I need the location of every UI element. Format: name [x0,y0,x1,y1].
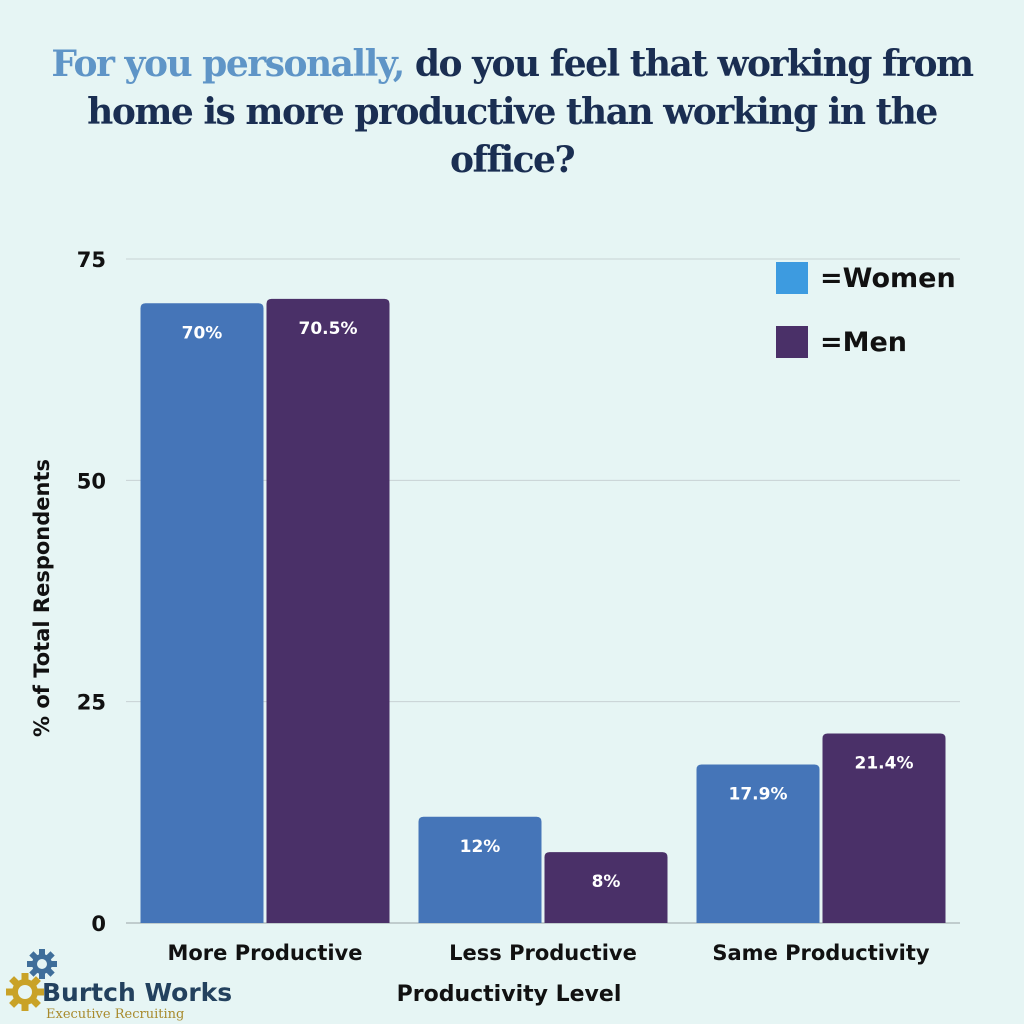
bar-men [544,852,668,923]
bar-women [140,303,264,923]
data-label: 21.4% [855,754,914,774]
logo-tagline: Executive Recruiting [46,1007,185,1022]
bar-men [266,298,390,924]
data-label: 12% [460,837,501,857]
gear-icon [6,949,57,1011]
y-tick-label: 50 [77,469,106,493]
legend-swatch-women [776,262,808,294]
legend-label-men: =Men [820,326,908,358]
x-tick-label: Same Productivity [712,941,929,965]
bar-men [822,733,946,923]
x-axis-title: Productivity Level [396,982,622,1007]
legend-swatch-men [776,326,808,358]
legend-item-women: =Women [776,262,956,294]
data-label: 17.9% [729,785,788,805]
bar-women [696,764,820,923]
y-axis-title: % of Total Respondents [30,459,54,737]
x-tick-label: More Productive [167,941,362,965]
data-label: 8% [592,872,621,892]
x-tick-label: Less Productive [449,941,637,965]
legend-item-men: =Men [776,326,956,358]
company-logo: Burtch Works Executive Recruiting [4,948,244,1024]
title-accent: For you personally, [51,43,405,85]
logo-name: Burtch Works [42,978,233,1007]
legend: =Women =Men [776,262,956,390]
bar-women [418,816,542,923]
title-rest: do you feel that working from home is mo… [87,43,974,181]
chart-title: For you personally, do you feel that wor… [30,40,994,184]
data-label: 70.5% [299,319,358,339]
y-tick-label: 25 [77,691,106,715]
legend-label-women: =Women [820,262,956,294]
y-tick-label: 75 [77,248,106,272]
y-tick-label: 0 [91,912,106,936]
data-label: 70% [182,323,223,343]
